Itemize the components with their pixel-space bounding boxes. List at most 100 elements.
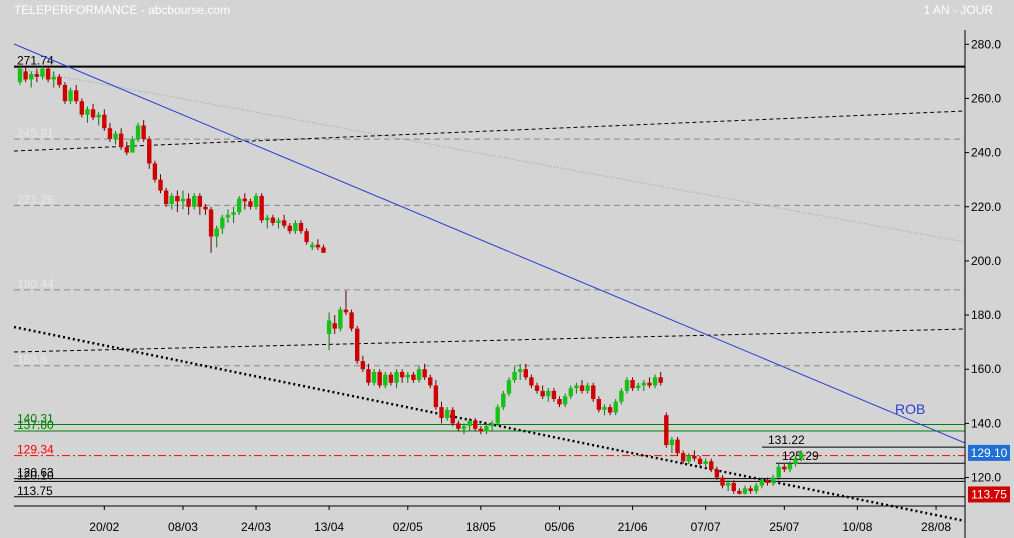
- candle-body: [630, 380, 635, 389]
- candle-body: [506, 380, 512, 394]
- candle-body: [512, 371, 517, 381]
- x-tick-label: 02/05: [393, 520, 423, 534]
- candle-body: [529, 377, 534, 386]
- candle-body: [652, 377, 658, 386]
- candle-body: [253, 195, 259, 207]
- candle-body: [62, 84, 68, 102]
- y-tick-label: 200.0: [971, 254, 1001, 268]
- x-tick-label: 20/02: [89, 520, 119, 534]
- level-label-3: 190.44: [17, 277, 54, 291]
- candle-body: [220, 217, 225, 229]
- x-tick-label: 08/03: [168, 520, 198, 534]
- candle-body: [180, 198, 186, 202]
- candle-body: [647, 382, 652, 386]
- candle-body: [478, 428, 484, 432]
- candle-body: [315, 244, 321, 248]
- candle-body: [562, 396, 568, 405]
- candle-body: [546, 390, 551, 397]
- candle-body: [298, 223, 304, 232]
- last-price-marker: [968, 444, 1010, 461]
- level-label-7: 129.34: [17, 443, 54, 457]
- level-label-5: 140.31: [17, 411, 54, 425]
- candle-body: [118, 133, 124, 148]
- candle-body: [343, 309, 349, 313]
- candle-body: [23, 71, 28, 80]
- candle-body: [461, 426, 467, 429]
- candle-body: [551, 390, 557, 400]
- x-tick-label: 18/05: [466, 520, 496, 534]
- blue-resistance-line: [13, 43, 966, 444]
- low-price-label: 113.75: [971, 487, 1007, 501]
- candle-body: [394, 371, 399, 383]
- candle-body: [51, 76, 56, 80]
- candle-body: [96, 114, 101, 118]
- candle-body: [501, 393, 506, 408]
- candle-body: [270, 217, 276, 224]
- candle-body: [214, 228, 219, 237]
- candle-body: [692, 455, 697, 459]
- x-tick-label: 24/03: [241, 520, 271, 534]
- trend-label-rob: ROB: [895, 401, 925, 417]
- candle-body: [186, 198, 191, 207]
- x-tick-label: 05/06: [545, 520, 575, 534]
- candle-body: [236, 198, 242, 213]
- candle-body: [231, 212, 236, 215]
- candle-body: [523, 369, 528, 378]
- candle-body: [57, 76, 62, 85]
- candle-body: [124, 147, 129, 153]
- x-tick-label: 21/06: [618, 520, 648, 534]
- candle-body: [517, 369, 523, 372]
- candle-body: [624, 380, 630, 391]
- candle-body: [293, 223, 298, 232]
- candle-body: [90, 109, 96, 118]
- candle-body: [141, 125, 146, 140]
- level-label-6: 137.80: [17, 418, 54, 432]
- candle-body: [720, 477, 725, 486]
- candle-body: [686, 455, 691, 462]
- candle-body: [433, 385, 439, 408]
- candle-body: [74, 90, 79, 102]
- candle-body: [557, 399, 562, 405]
- candle-body: [287, 225, 292, 232]
- low-price-marker: [968, 486, 1010, 503]
- candle-body: [85, 109, 90, 115]
- candle-body: [259, 195, 264, 221]
- candle-body: [607, 407, 613, 413]
- candle-body: [113, 133, 118, 140]
- level-label-4: 163.6: [17, 353, 47, 367]
- candle-body: [579, 385, 585, 391]
- candle-body: [770, 477, 776, 483]
- candle-body: [742, 488, 748, 494]
- candle-body: [147, 139, 152, 164]
- candle-body: [664, 415, 669, 446]
- candle-body: [754, 485, 759, 492]
- candle-body: [658, 377, 663, 383]
- candle-body: [439, 407, 444, 418]
- candle-body: [613, 401, 618, 413]
- candle-body: [349, 312, 354, 329]
- candle-body: [107, 128, 113, 140]
- candle-body: [489, 423, 495, 427]
- candle-body: [759, 480, 765, 486]
- candle-body: [540, 390, 545, 397]
- dotted-support-line: [13, 325, 966, 523]
- candle-body: [748, 488, 753, 492]
- candle-body: [534, 385, 540, 391]
- candle-body: [310, 244, 315, 248]
- candle-body: [405, 374, 410, 378]
- candle-body: [574, 385, 579, 389]
- candle-body: [135, 125, 141, 140]
- candle-body: [355, 328, 360, 362]
- y-tick-label: 180.0: [971, 308, 1001, 322]
- candle-body: [281, 220, 287, 226]
- candle-body: [152, 163, 158, 180]
- y-tick-label: 120.0: [971, 471, 1001, 485]
- x-tick-label: 07/07: [691, 520, 721, 534]
- candle-body: [596, 399, 602, 410]
- candle-body: [495, 407, 500, 424]
- level-label-0: 271.74: [17, 54, 54, 68]
- candle-body: [371, 371, 377, 383]
- y-tick-label: 240.0: [971, 146, 1001, 160]
